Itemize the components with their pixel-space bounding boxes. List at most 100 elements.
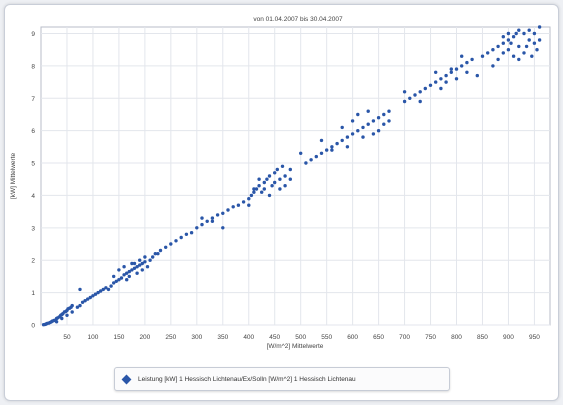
x-tick-label: 600 [347, 334, 358, 341]
data-point [527, 38, 531, 42]
data-point [179, 235, 183, 240]
data-point [376, 129, 381, 133]
data-point [156, 252, 160, 256]
y-tick-label: 0 [31, 323, 35, 330]
data-point [408, 96, 412, 101]
data-point [254, 187, 259, 191]
data-point [340, 125, 344, 130]
data-point [366, 109, 370, 113]
data-point [309, 158, 313, 162]
x-tick-label: 400 [243, 334, 254, 341]
data-point [132, 261, 137, 266]
data-point [267, 174, 272, 178]
data-point [195, 226, 199, 230]
y-tick-label: 2 [31, 258, 35, 265]
data-point [99, 289, 103, 293]
data-point [130, 268, 134, 272]
legend[interactable]: Leistung [kW] 1 Hessisch Lichtenau/Ex/So… [114, 367, 450, 391]
data-point [140, 268, 144, 272]
data-point [325, 148, 329, 152]
data-point [143, 260, 147, 264]
data-point [91, 294, 95, 298]
x-tick-label: 650 [373, 334, 384, 341]
data-point [361, 135, 365, 139]
data-point [132, 266, 137, 270]
legend-marker-icon [121, 374, 132, 384]
data-point [125, 278, 129, 282]
x-tick-label: 150 [113, 334, 124, 341]
data-point [278, 177, 282, 181]
x-tick-label: 750 [425, 334, 436, 341]
data-point [215, 213, 220, 217]
y-tick-label: 1 [31, 290, 35, 297]
data-point [532, 41, 537, 45]
data-point [78, 287, 82, 292]
data-point [428, 83, 433, 88]
data-point [356, 112, 360, 117]
data-point [247, 197, 251, 201]
data-point [273, 171, 277, 175]
legend-label: Leistung [kW] 1 Hessisch Lichtenau/Ex/So… [138, 375, 356, 383]
data-point [449, 70, 453, 75]
data-point [130, 261, 134, 266]
data-point [101, 287, 106, 292]
data-point [402, 99, 407, 104]
data-point [288, 167, 292, 172]
data-point [511, 35, 516, 39]
data-point [127, 269, 131, 274]
data-point [127, 274, 131, 279]
data-point [470, 57, 474, 62]
data-point [454, 67, 459, 71]
y-tick-label: 4 [31, 193, 35, 200]
data-point [205, 219, 209, 223]
plot-area [40, 26, 551, 326]
data-point [78, 303, 82, 308]
data-point [356, 129, 360, 133]
data-point [80, 300, 85, 304]
data-point [270, 184, 274, 188]
data-point [169, 242, 173, 246]
data-point [275, 167, 279, 172]
data-point [60, 316, 64, 321]
data-point [423, 86, 427, 91]
data-point [135, 271, 139, 275]
data-point [117, 268, 121, 272]
data-point [387, 109, 391, 113]
data-point [184, 232, 189, 236]
data-point [522, 51, 526, 55]
data-point [119, 276, 124, 280]
data-point [262, 187, 266, 191]
x-tick-label: 900 [503, 334, 514, 341]
data-point [376, 116, 381, 120]
data-point [138, 258, 142, 262]
data-point [200, 216, 204, 220]
data-point [109, 284, 113, 288]
data-point [340, 138, 344, 143]
data-point [221, 226, 225, 230]
data-point [460, 54, 464, 58]
data-point [524, 44, 529, 49]
data-point [280, 164, 285, 168]
data-point [96, 290, 100, 295]
data-point [350, 119, 355, 123]
data-point [140, 261, 144, 266]
data-point [480, 54, 485, 58]
data-point [283, 174, 287, 178]
data-point [465, 60, 469, 65]
data-point [112, 281, 116, 285]
data-point [491, 64, 495, 68]
x-tick-label: 850 [477, 334, 488, 341]
data-point [221, 211, 225, 215]
data-point [86, 297, 90, 301]
data-point [104, 286, 108, 290]
data-point [535, 48, 539, 52]
data-point [371, 132, 376, 136]
data-point [434, 70, 438, 75]
data-point [506, 31, 511, 36]
data-point [517, 57, 521, 62]
data-point [319, 138, 324, 143]
data-point [262, 180, 266, 185]
data-point [511, 54, 516, 58]
data-point [345, 145, 350, 149]
data-point [460, 64, 464, 68]
